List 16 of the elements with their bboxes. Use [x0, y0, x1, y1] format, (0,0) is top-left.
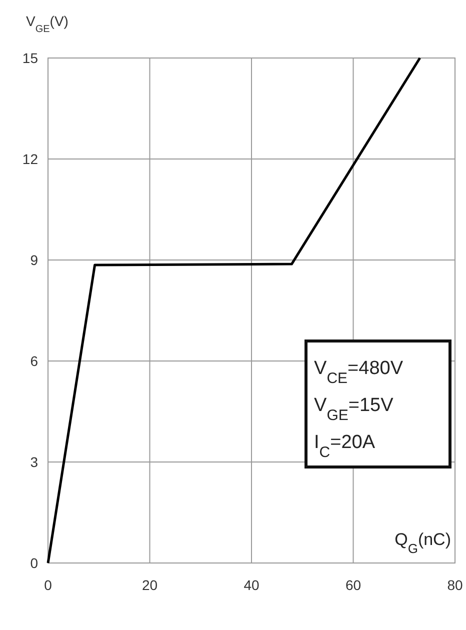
y-tick-label: 12: [22, 150, 38, 167]
x-tick-label: 80: [447, 577, 463, 593]
y-tick-label: 15: [22, 50, 38, 66]
x-tick-label: 60: [345, 577, 362, 593]
y-tick-label: 3: [30, 454, 38, 470]
annotation: I$_{C}$=20A: [314, 432, 376, 460]
y-tick-label: 6: [30, 352, 38, 369]
x-tick-label: 20: [142, 577, 158, 593]
y-tick-label: 0: [30, 554, 38, 571]
y-tick-label: 9: [30, 252, 38, 268]
y-axis-title: V$_{GE}$(V): [26, 13, 68, 34]
x-tick-label: 40: [244, 577, 260, 593]
annotation: V$_{GE}$=15V: [314, 395, 394, 424]
annotation: V$_{CE}$=480V: [314, 358, 404, 386]
x-tick-label: 0: [44, 577, 52, 593]
x-axis-title: Q$_{G}$(nC): [394, 530, 451, 556]
